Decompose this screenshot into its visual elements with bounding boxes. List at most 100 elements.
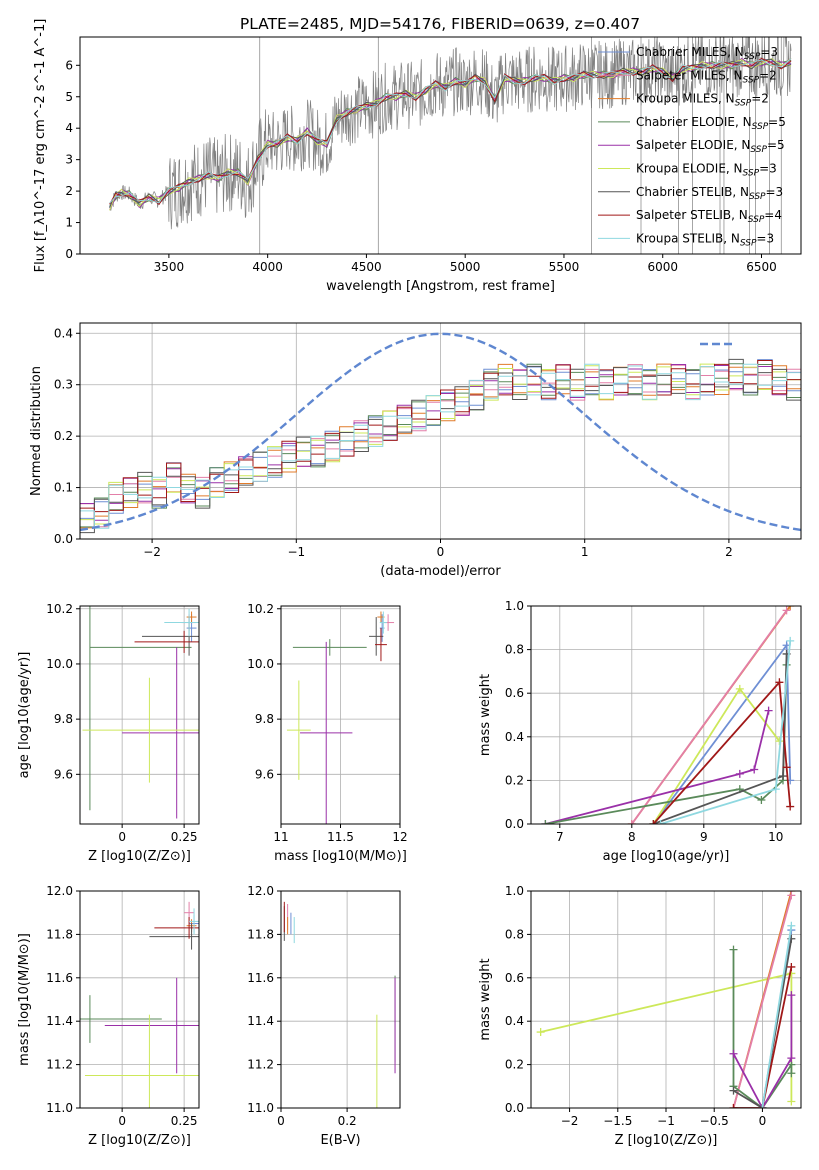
axes-frame	[280, 890, 401, 1109]
tick-label-x: 0	[437, 545, 445, 559]
weight-marker	[787, 921, 796, 930]
tick-label-y: 0.2	[505, 1058, 524, 1072]
weight-marker	[782, 606, 791, 615]
y-axis-label: Normed distribution	[29, 366, 44, 496]
plot-area	[80, 332, 801, 534]
tick-label-y: 11.2	[46, 1058, 73, 1072]
weight-line-kroupa-stelib	[761, 925, 793, 1108]
weight-marker	[764, 706, 773, 715]
tick-label-y: 0.4	[505, 730, 524, 744]
legend-label-sub: SSP	[752, 122, 769, 132]
tick-label-y: 11.6	[46, 971, 73, 985]
weight-marker	[656, 820, 665, 824]
tick-label-x: 1	[581, 545, 589, 559]
weight-marker	[787, 962, 796, 971]
model-line-kroupa-stelib	[109, 58, 792, 204]
tick-label-y: 9.8	[54, 712, 73, 726]
y-axis-label: age [log10(age/yr)]	[17, 652, 32, 779]
legend-label-main: Chabrier MILES, N	[636, 45, 744, 59]
tick-label-x: −2	[561, 1114, 579, 1128]
legend-label-tail: =3	[756, 231, 774, 245]
tick-label-x: 0.25	[171, 830, 198, 844]
legend-label-sub: SSP	[748, 215, 765, 225]
legend-label: Salpeter ELODIE, NSSP=5	[636, 138, 785, 155]
tick-label-y: 11.2	[247, 1058, 274, 1072]
tick-label-x: 4500	[351, 260, 382, 274]
weight-marker	[758, 1104, 767, 1108]
data-spectrum-line	[109, 37, 792, 230]
weight-line-chabrier-miles	[652, 642, 792, 824]
legend-label-main: Salpeter STELIB, N	[636, 208, 748, 222]
tick-label-x: 11	[273, 830, 288, 844]
tick-label-x: 8	[628, 830, 636, 844]
legend-label: Kroupa MILES, NSSP=2	[636, 92, 769, 109]
tick-label-y: 0.1	[54, 481, 73, 495]
plot-area	[80, 901, 199, 1108]
tick-label-y: 0.8	[505, 927, 524, 941]
legend-label-main: Chabrier ELODIE, N	[636, 115, 752, 129]
weight-marker	[775, 678, 784, 687]
tick-label-y: 9.6	[54, 767, 73, 781]
tick-label-x: 12	[392, 830, 407, 844]
tick-label-y: 1.0	[505, 884, 524, 898]
legend-label-tail: =4	[764, 208, 782, 222]
weight-marker	[541, 820, 550, 824]
legend-label: Salpeter STELIB, NSSP=4	[636, 208, 782, 225]
tick-label-x: 5500	[549, 260, 580, 274]
tick-label-y: 11.4	[247, 1014, 274, 1028]
axes-frame	[530, 605, 802, 825]
axes-frame	[79, 36, 802, 255]
legend-label-tail: =3	[759, 162, 777, 176]
legend-label: Chabrier STELIB, NSSP=3	[636, 185, 783, 202]
weight-line-salpeter-elodie	[732, 995, 793, 1108]
tick-label-y: 12.0	[46, 884, 73, 898]
plot-area	[82, 606, 199, 819]
tick-label-x: −1	[287, 545, 305, 559]
tick-label-x: 2	[725, 545, 733, 559]
plot-area	[283, 901, 396, 1108]
tick-label-y: 1.0	[505, 599, 524, 613]
weight-line-salpeter-miles	[631, 609, 788, 824]
tick-label-y: 2	[65, 184, 73, 198]
legend-label-main: Kroupa STELIB, N	[636, 231, 740, 245]
tick-label-x: 5000	[450, 260, 481, 274]
tick-label-x: 11.5	[327, 830, 354, 844]
legend-label: Chabrier MILES, NSSP=3	[636, 45, 778, 62]
tick-label-y: 10.0	[247, 657, 274, 671]
tick-label-x: −2	[143, 545, 161, 559]
histogram-chabrier-elodie	[80, 363, 801, 528]
legend-label-main: Salpeter MILES, N	[636, 68, 743, 82]
tick-label-x: 10	[768, 830, 783, 844]
legend-label-sub: SSP	[749, 192, 766, 202]
weight-marker	[729, 1086, 738, 1095]
tick-label-y: 0.0	[54, 532, 73, 546]
weight-marker	[787, 891, 796, 900]
weight-marker	[779, 772, 787, 781]
x-axis-label: E(B-V)	[320, 1133, 360, 1148]
x-axis-label: Z [log10(Z/Z⊙)]	[88, 1133, 191, 1148]
tick-label-x: 0	[759, 1114, 767, 1128]
model-line-salpeter-stelib	[109, 57, 792, 205]
panel-weight_vs_age: 7 8 9 10 0.0 0.2 0.4 0.6 0.8 1.0 age [log10(age/yr…	[478, 599, 802, 864]
weight-marker	[786, 636, 795, 645]
weight-marker	[627, 820, 636, 824]
legend-label-sub: SSP	[750, 145, 767, 155]
tick-label-y: 3	[65, 153, 73, 167]
weight-marker	[536, 1028, 545, 1037]
tick-label-y: 11.8	[46, 927, 73, 941]
tick-label-x: 6000	[647, 260, 678, 274]
histogram-kroupa-miles	[80, 363, 801, 529]
tick-label-y: 0.0	[505, 1101, 524, 1115]
tick-label-y: 11.0	[247, 1101, 274, 1115]
legend-label-tail: =2	[751, 92, 769, 106]
legend-label-main: Salpeter ELODIE, N	[636, 138, 750, 152]
weight-line-salpeter-stelib	[652, 680, 792, 824]
weight-marker	[735, 684, 744, 693]
tick-label-y: 10.2	[247, 602, 274, 616]
legend-label-sub: SSP	[740, 238, 757, 248]
tick-label-y: 0.2	[54, 429, 73, 443]
tick-label-y: 0.2	[505, 773, 524, 787]
histogram-salpeter-elodie	[80, 364, 801, 521]
panel-residuals: −2 −1 0 1 2 0.0 0.1 0.2 0.3 0.4 (data-model)/error…	[29, 322, 802, 579]
